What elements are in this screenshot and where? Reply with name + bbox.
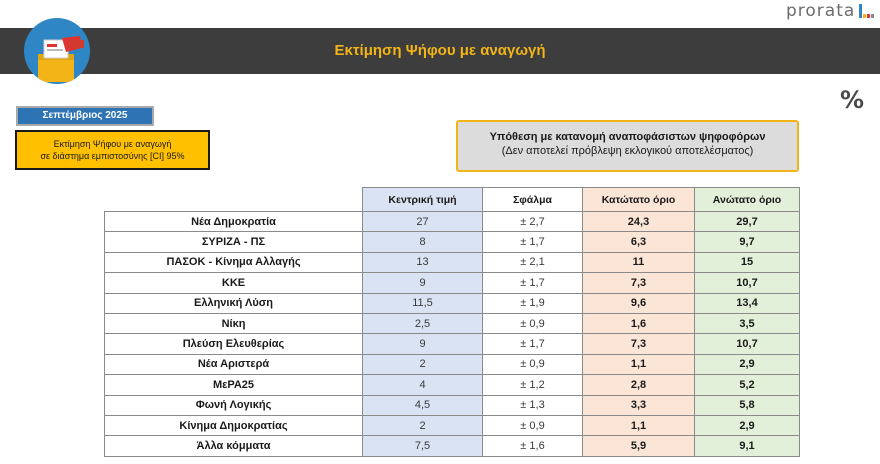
date-badge: Σεπτέμβριος 2025	[16, 106, 154, 126]
center-value-cell: 9	[362, 272, 483, 294]
center-value-cell: 8	[362, 231, 483, 253]
table-row: Κίνημα Δημοκρατίας 2 ± 0,9 1,1 2,9	[104, 414, 800, 437]
logo-bar	[863, 14, 867, 18]
upper-bound-cell: 2,9	[694, 414, 800, 437]
error-cell: ± 1,6	[482, 435, 583, 457]
upper-bound-cell: 15	[694, 251, 800, 274]
hypothesis-subtitle: (Δεν αποτελεί πρόβλεψη εκλογικού αποτελέ…	[501, 145, 754, 157]
lower-bound-cell: 5,9	[582, 435, 695, 457]
table-header-row: Κεντρική τιμή Σφάλμα Κατώτατο όριο Ανώτα…	[105, 187, 800, 212]
upper-bound-cell: 29,7	[694, 210, 800, 233]
ballot-box-icon	[24, 18, 90, 84]
upper-bound-cell: 10,7	[694, 272, 800, 294]
center-value-cell: 9	[362, 333, 483, 355]
error-cell: ± 2,7	[482, 210, 583, 233]
vote-estimate-table: Κεντρική τιμή Σφάλμα Κατώτατο όριο Ανώτα…	[104, 187, 800, 457]
error-cell: ± 1,7	[482, 333, 583, 355]
header-upper-bound: Ανώτατο όριο	[694, 187, 800, 212]
upper-bound-cell: 2,9	[694, 353, 800, 376]
party-name-cell: ΜεΡΑ25	[104, 374, 363, 396]
header-banner: Εκτίμηση Ψήφου με αναγωγή	[0, 28, 880, 74]
table-row: Άλλα κόμματα 7,5 ± 1,6 5,9 9,1	[104, 435, 800, 457]
hypothesis-box: Υπόθεση με κατανομή αναποφάσιστων ψηφοφό…	[456, 120, 799, 172]
upper-bound-cell: 10,7	[694, 333, 800, 355]
table-row: Πλεύση Ελευθερίας 9 ± 1,7 7,3 10,7	[104, 333, 800, 355]
table-row: ΣΥΡΙΖΑ - ΠΣ 8 ± 1,7 6,3 9,7	[104, 231, 800, 253]
table-row: ΠΑΣΟΚ - Κίνημα Αλλαγής 13 ± 2,1 11 15	[104, 251, 800, 274]
lower-bound-cell: 7,3	[582, 272, 695, 294]
logo-bar	[859, 4, 863, 18]
table-row: Ελληνική Λύση 11,5 ± 1,9 9,6 13,4	[104, 292, 800, 314]
upper-bound-cell: 5,8	[694, 394, 800, 416]
lower-bound-cell: 1,1	[582, 414, 695, 437]
party-name-cell: Φωνή Λογικής	[104, 394, 363, 416]
center-value-cell: 11,5	[362, 292, 483, 314]
percent-icon: %	[840, 86, 865, 114]
error-cell: ± 1,9	[482, 292, 583, 314]
confidence-interval-note: Εκτίμηση Ψήφου με αναγωγή σε διάστημα εμ…	[15, 130, 210, 170]
table-body: Νέα Δημοκρατία 27 ± 2,7 24,3 29,7 ΣΥΡΙΖΑ - ΠΣ…	[104, 210, 800, 457]
header-blank	[105, 188, 363, 212]
center-value-cell: 2	[362, 414, 483, 437]
party-name-cell: Πλεύση Ελευθερίας	[104, 333, 363, 355]
center-value-cell: 27	[362, 210, 483, 233]
page-title: Εκτίμηση Ψήφου με αναγωγή	[334, 42, 546, 59]
error-cell: ± 0,9	[482, 312, 583, 335]
upper-bound-cell: 9,7	[694, 231, 800, 253]
party-name-cell: Νέα Δημοκρατία	[104, 210, 363, 233]
center-value-cell: 2,5	[362, 312, 483, 335]
upper-bound-cell: 9,1	[694, 435, 800, 457]
party-name-cell: Κίνημα Δημοκρατίας	[104, 414, 363, 437]
error-cell: ± 1,7	[482, 231, 583, 253]
lower-bound-cell: 1,1	[582, 353, 695, 376]
table-row: Νέα Αριστερά 2 ± 0,9 1,1 2,9	[104, 353, 800, 376]
error-cell: ± 0,9	[482, 414, 583, 437]
hypothesis-title: Υπόθεση με κατανομή αναποφάσιστων ψηφοφό…	[489, 131, 766, 143]
error-cell: ± 2,1	[482, 251, 583, 274]
lower-bound-cell: 9,6	[582, 292, 695, 314]
logo-text: prorata	[786, 1, 856, 21]
party-name-cell: ΚΚΕ	[104, 272, 363, 294]
lower-bound-cell: 7,3	[582, 333, 695, 355]
logo-bars-icon	[859, 4, 875, 18]
logo-bar	[867, 14, 871, 18]
table-row: Νίκη 2,5 ± 0,9 1,6 3,5	[104, 312, 800, 335]
upper-bound-cell: 3,5	[694, 312, 800, 335]
ci-note-line1: Εκτίμηση Ψήφου με αναγωγή	[53, 139, 172, 149]
error-cell: ± 1,2	[482, 374, 583, 396]
logo-bar	[871, 14, 875, 18]
table-row: ΚΚΕ 9 ± 1,7 7,3 10,7	[104, 272, 800, 294]
upper-bound-cell: 13,4	[694, 292, 800, 314]
error-cell: ± 1,7	[482, 272, 583, 294]
party-name-cell: Νίκη	[104, 312, 363, 335]
lower-bound-cell: 24,3	[582, 210, 695, 233]
lower-bound-cell: 1,6	[582, 312, 695, 335]
party-name-cell: Άλλα κόμματα	[104, 435, 363, 457]
center-value-cell: 4,5	[362, 394, 483, 416]
error-cell: ± 1,3	[482, 394, 583, 416]
table-row: Φωνή Λογικής 4,5 ± 1,3 3,3 5,8	[104, 394, 800, 416]
center-value-cell: 7,5	[362, 435, 483, 457]
center-value-cell: 4	[362, 374, 483, 396]
lower-bound-cell: 2,8	[582, 374, 695, 396]
upper-bound-cell: 5,2	[694, 374, 800, 396]
header-lower-bound: Κατώτατο όριο	[582, 187, 695, 212]
center-value-cell: 13	[362, 251, 483, 274]
header-center-value: Κεντρική τιμή	[362, 187, 483, 212]
header-error: Σφάλμα	[482, 187, 583, 212]
center-value-cell: 2	[362, 353, 483, 376]
lower-bound-cell: 3,3	[582, 394, 695, 416]
party-name-cell: Νέα Αριστερά	[104, 353, 363, 376]
party-name-cell: ΠΑΣΟΚ - Κίνημα Αλλαγής	[104, 251, 363, 274]
ci-note-line2: σε διάστημα εμπιστοσύνης [CI] 95%	[40, 151, 185, 161]
error-cell: ± 0,9	[482, 353, 583, 376]
party-name-cell: ΣΥΡΙΖΑ - ΠΣ	[104, 231, 363, 253]
table-row: Νέα Δημοκρατία 27 ± 2,7 24,3 29,7	[104, 210, 800, 233]
table-row: ΜεΡΑ25 4 ± 1,2 2,8 5,2	[104, 374, 800, 396]
lower-bound-cell: 11	[582, 251, 695, 274]
party-name-cell: Ελληνική Λύση	[104, 292, 363, 314]
lower-bound-cell: 6,3	[582, 231, 695, 253]
prorata-logo: prorata	[786, 1, 875, 21]
